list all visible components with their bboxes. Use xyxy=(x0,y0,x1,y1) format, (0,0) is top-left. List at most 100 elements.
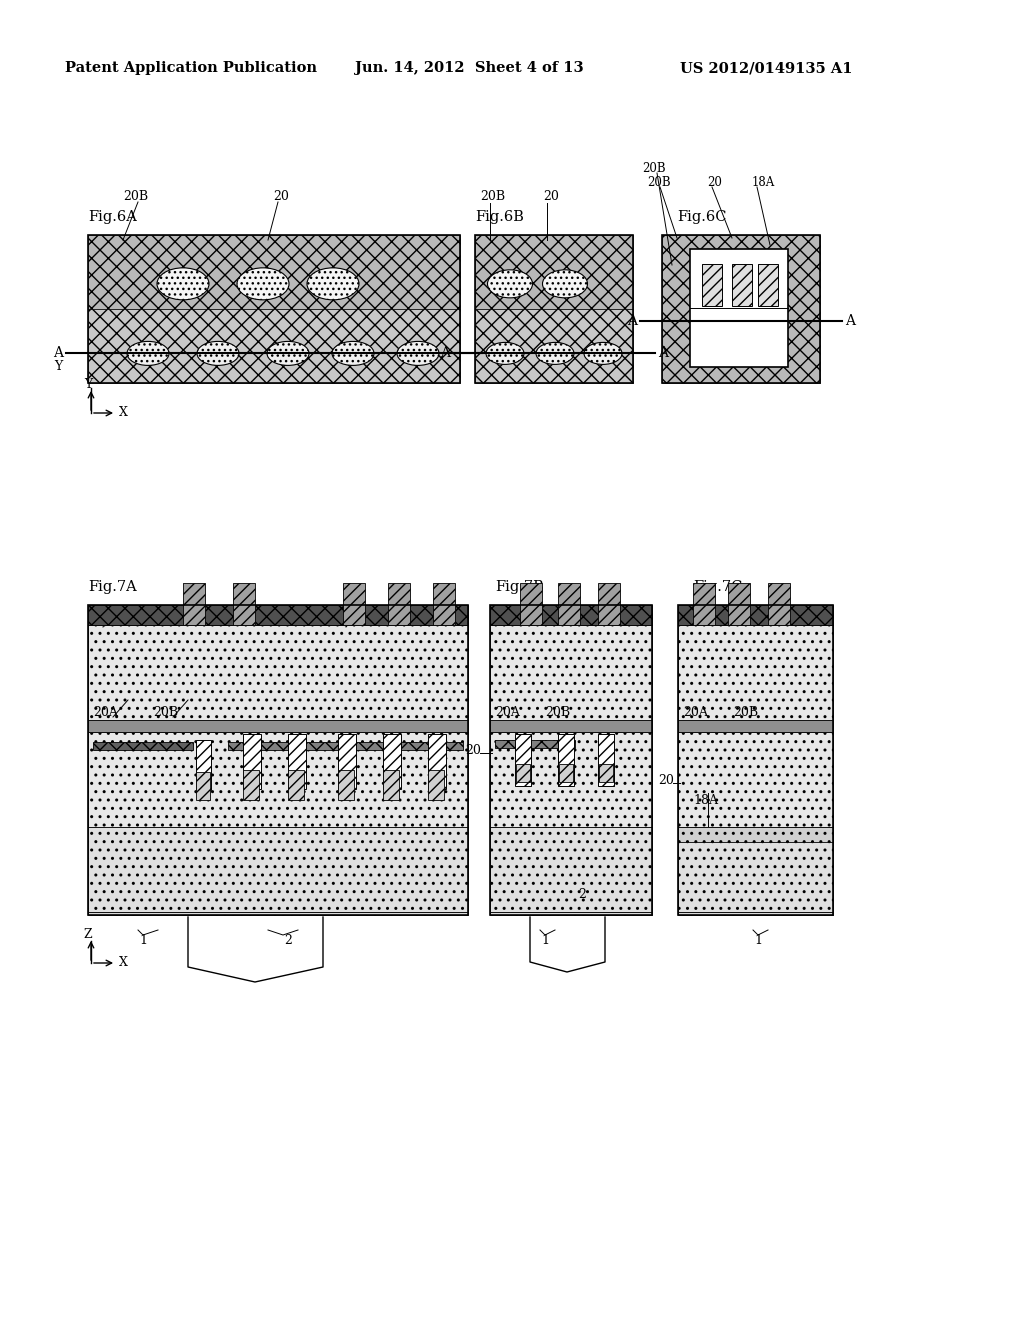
Text: 2: 2 xyxy=(284,933,292,946)
Bar xyxy=(662,235,820,383)
Bar xyxy=(288,770,304,800)
Bar xyxy=(490,605,652,624)
Bar xyxy=(88,605,468,915)
Ellipse shape xyxy=(332,342,374,366)
Ellipse shape xyxy=(157,268,209,300)
Text: 20B: 20B xyxy=(480,190,505,203)
Text: 20A: 20A xyxy=(93,706,118,719)
Text: 1: 1 xyxy=(541,933,549,946)
Text: 20F: 20F xyxy=(336,616,360,630)
Bar xyxy=(383,770,399,800)
Text: 20: 20 xyxy=(273,190,289,203)
Bar xyxy=(490,828,652,912)
Bar xyxy=(490,912,652,915)
Text: 20: 20 xyxy=(93,616,109,630)
Bar xyxy=(288,734,306,789)
Ellipse shape xyxy=(536,342,574,364)
Bar xyxy=(88,733,468,828)
Bar xyxy=(516,764,530,781)
Ellipse shape xyxy=(267,342,309,366)
Bar xyxy=(558,734,574,785)
Bar xyxy=(88,235,460,383)
Ellipse shape xyxy=(486,342,524,364)
Bar xyxy=(758,264,778,306)
Text: 20B: 20B xyxy=(733,706,758,719)
Text: Y: Y xyxy=(54,360,62,372)
Bar xyxy=(678,624,833,719)
Bar xyxy=(93,742,193,750)
Text: A: A xyxy=(627,314,637,327)
Bar xyxy=(196,772,210,800)
Bar xyxy=(690,249,788,367)
Text: Z: Z xyxy=(84,928,92,941)
Text: A: A xyxy=(53,346,63,360)
Bar xyxy=(702,264,722,306)
Text: A: A xyxy=(845,314,855,327)
Text: 20: 20 xyxy=(465,743,481,756)
Bar xyxy=(490,719,652,733)
Bar xyxy=(678,605,833,915)
Bar xyxy=(88,719,468,733)
Bar xyxy=(678,719,833,733)
Bar xyxy=(183,583,205,624)
Bar xyxy=(343,583,365,624)
Text: 2: 2 xyxy=(578,888,586,902)
Bar xyxy=(490,624,652,719)
Text: Jun. 14, 2012  Sheet 4 of 13: Jun. 14, 2012 Sheet 4 of 13 xyxy=(355,61,584,75)
Bar xyxy=(598,583,620,624)
Ellipse shape xyxy=(543,269,588,298)
Bar xyxy=(428,734,446,789)
Bar xyxy=(88,309,460,383)
Text: X: X xyxy=(119,407,128,420)
Bar xyxy=(388,583,410,624)
Text: 20: 20 xyxy=(543,190,559,203)
Text: 20B: 20B xyxy=(545,706,570,719)
Text: 20: 20 xyxy=(658,774,674,787)
Text: 20A: 20A xyxy=(683,706,708,719)
Text: Fig.6B: Fig.6B xyxy=(475,210,524,224)
Bar xyxy=(662,235,820,383)
Bar xyxy=(520,583,542,624)
Text: Fig.7A: Fig.7A xyxy=(88,579,137,594)
Text: A: A xyxy=(658,346,668,360)
Bar xyxy=(598,734,614,785)
Bar xyxy=(243,734,261,789)
Text: 20F: 20F xyxy=(528,616,553,630)
Text: A: A xyxy=(440,346,450,360)
Text: Fig.6A: Fig.6A xyxy=(88,210,137,224)
Text: 1: 1 xyxy=(139,933,147,946)
Text: 18A: 18A xyxy=(752,177,775,190)
Bar xyxy=(678,733,833,828)
Bar xyxy=(196,741,211,789)
Ellipse shape xyxy=(487,269,532,298)
Text: 20B: 20B xyxy=(642,161,666,174)
Bar xyxy=(599,764,613,781)
Bar xyxy=(678,828,833,842)
Text: Fig.6C: Fig.6C xyxy=(677,210,726,224)
Text: 20A: 20A xyxy=(495,706,520,719)
Text: Patent Application Publication: Patent Application Publication xyxy=(65,61,317,75)
Bar xyxy=(490,605,652,915)
Text: Fig.7C: Fig.7C xyxy=(693,579,742,594)
Bar xyxy=(495,741,575,748)
Bar xyxy=(678,605,833,624)
Text: 20: 20 xyxy=(707,177,722,190)
Bar xyxy=(515,734,531,785)
Bar xyxy=(88,605,468,624)
Bar xyxy=(475,235,633,383)
Ellipse shape xyxy=(584,342,622,364)
Bar xyxy=(88,235,460,309)
Text: A: A xyxy=(485,346,495,360)
Bar xyxy=(678,828,833,912)
Bar xyxy=(383,734,401,789)
Bar xyxy=(490,733,652,828)
Bar xyxy=(243,770,259,800)
Text: 20B: 20B xyxy=(153,706,178,719)
Ellipse shape xyxy=(237,268,289,300)
Text: 18A: 18A xyxy=(693,793,718,807)
Ellipse shape xyxy=(397,342,439,366)
Bar xyxy=(433,583,455,624)
Ellipse shape xyxy=(127,342,169,366)
Bar xyxy=(88,912,468,915)
Text: 1: 1 xyxy=(754,933,762,946)
